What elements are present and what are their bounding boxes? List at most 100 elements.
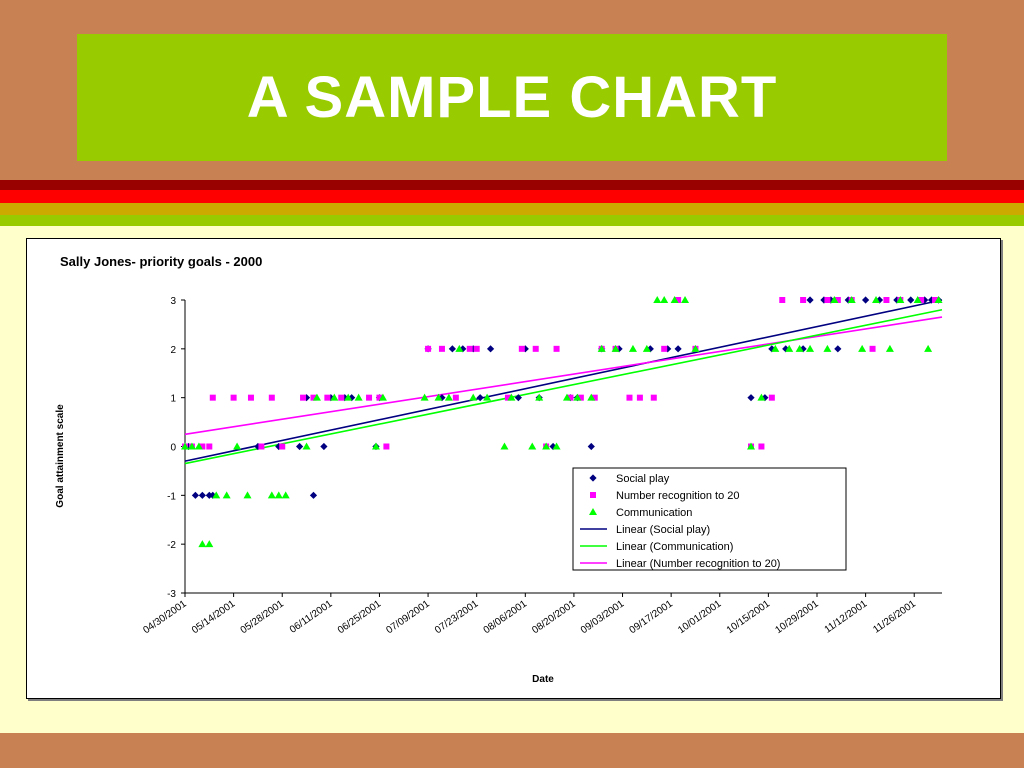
legend-marker — [589, 474, 597, 482]
x-tick-label: 06/25/2001 — [336, 598, 384, 636]
data-point — [567, 394, 574, 401]
legend-marker — [589, 508, 597, 515]
data-point — [455, 344, 464, 352]
data-point — [597, 344, 606, 352]
data-point — [199, 443, 206, 450]
x-tick-label: 11/26/2001 — [871, 598, 918, 636]
data-point — [521, 345, 529, 353]
data-point — [532, 345, 539, 352]
y-axis-label: Goal attainment scale — [55, 404, 66, 508]
data-point — [191, 491, 200, 499]
data-point — [653, 296, 662, 303]
data-point — [757, 393, 766, 401]
data-point — [486, 345, 495, 353]
data-point — [243, 491, 252, 499]
x-axis-label: Date — [532, 674, 554, 685]
axes: -3 -2 -1 0 1 2 3 04/30/2001 05/14/2001 05/28/2001… — [141, 296, 942, 636]
x-tick-label: 07/09/2001 — [384, 598, 432, 636]
data-point — [279, 443, 286, 450]
data-point — [587, 393, 596, 401]
data-point — [869, 345, 876, 352]
data-point — [830, 296, 839, 303]
chart-title: Sally Jones- priority goals - 2000 — [60, 254, 262, 269]
stripe-gold — [0, 203, 1024, 215]
data-point — [552, 442, 561, 450]
data-point — [918, 297, 925, 303]
data-point — [934, 296, 943, 303]
data-point — [281, 491, 290, 499]
data-point — [844, 296, 852, 304]
stripe-red — [0, 190, 1024, 203]
data-point — [800, 297, 807, 303]
legend-entry: Linear (Social play) — [616, 524, 710, 536]
data-point — [562, 393, 571, 401]
data-point — [553, 345, 560, 352]
x-tick-label: 10/29/2001 — [773, 598, 821, 636]
data-point — [824, 297, 831, 303]
data-point — [661, 345, 668, 352]
data-point — [591, 394, 598, 401]
data-point — [452, 394, 459, 401]
data-point — [254, 442, 262, 451]
data-point — [366, 394, 373, 401]
data-point — [233, 442, 242, 450]
data-point — [823, 344, 832, 352]
data-point — [247, 394, 254, 401]
data-point — [376, 394, 383, 401]
slide-title: A SAMPLE CHART — [246, 65, 778, 130]
legend-entry: Linear (Communication) — [616, 541, 733, 553]
data-point — [473, 345, 480, 352]
trendline — [184, 299, 943, 462]
data-point — [344, 393, 353, 401]
data-point — [675, 297, 682, 303]
data-point — [691, 344, 700, 352]
data-point — [795, 344, 804, 352]
x-tick-label: 10/15/2001 — [725, 598, 773, 636]
data-point — [476, 394, 484, 402]
x-tick-label: 07/23/2001 — [433, 598, 481, 636]
data-point — [611, 344, 620, 352]
data-point — [338, 394, 345, 401]
y-tick-label: 1 — [170, 394, 176, 405]
data-point — [518, 345, 525, 352]
legend-marker — [590, 492, 596, 498]
x-tick-label: 09/03/2001 — [579, 598, 627, 636]
data-point — [913, 296, 922, 303]
data-point — [420, 393, 429, 401]
data-point — [378, 393, 387, 401]
data-point — [834, 297, 841, 303]
data-point — [587, 442, 595, 451]
data-point — [212, 491, 221, 499]
trendline — [184, 316, 943, 436]
data-point — [194, 442, 203, 450]
legend-entry: Social play — [616, 473, 670, 485]
data-point — [354, 393, 363, 401]
data-point — [528, 442, 537, 450]
y-tick-label: -3 — [167, 589, 176, 600]
data-point — [893, 296, 901, 304]
data-point — [779, 297, 786, 303]
x-tick-label: 08/06/2001 — [482, 598, 530, 636]
data-point — [222, 491, 231, 499]
data-point — [466, 345, 473, 352]
data-point — [932, 297, 939, 303]
data-point — [921, 296, 929, 304]
chart-svg: Sally Jones- priority goals - 2000 Goal … — [55, 254, 943, 685]
x-tick-label: 08/20/2001 — [530, 598, 578, 636]
series-square — [182, 297, 939, 450]
data-point — [573, 393, 582, 401]
data-point — [230, 394, 237, 401]
data-point — [806, 296, 814, 304]
data-point — [268, 394, 275, 401]
data-point — [320, 442, 328, 451]
data-point — [858, 344, 867, 352]
data-point — [771, 344, 780, 352]
data-point — [206, 443, 213, 450]
series-triangle — [181, 296, 943, 548]
data-point — [312, 393, 321, 401]
data-point — [626, 394, 633, 401]
data-point — [642, 344, 651, 352]
data-point — [896, 296, 905, 303]
data-point — [295, 442, 304, 451]
y-tick-label: 0 — [170, 443, 176, 454]
